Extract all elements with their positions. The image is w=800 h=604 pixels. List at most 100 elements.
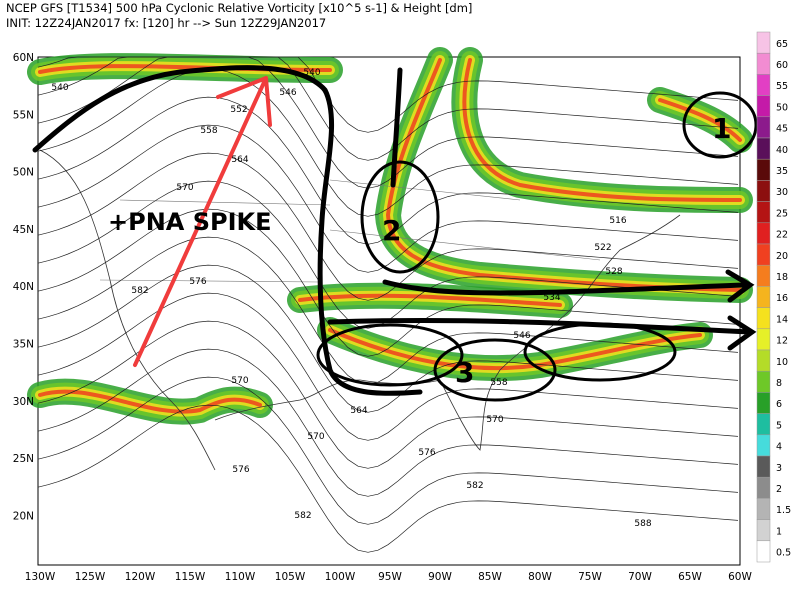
colorbar-swatch: [756, 328, 771, 351]
lon-label: 120W: [125, 571, 156, 583]
height-contours: [37, 56, 739, 553]
colorbar-swatch: [756, 137, 771, 160]
contour-label: 576: [418, 448, 435, 458]
arrow-lower: [327, 315, 757, 351]
colorbar-label: 20: [776, 251, 788, 262]
land-outline: [39, 149, 681, 471]
vorticity-band: [38, 389, 262, 414]
lon-label: 115W: [175, 571, 206, 583]
contour-labels: 540 546 552 558 564 570 576 582 540 516 522 528 534 5…: [51, 68, 651, 529]
mark-3: 3: [455, 356, 474, 389]
height-contour: [37, 56, 739, 161]
colorbar-swatch: [756, 222, 771, 245]
lat-label: 40N: [13, 281, 34, 293]
red-arrows: [133, 76, 272, 367]
vorticity-band: [298, 293, 562, 307]
colorbar-swatch: [756, 180, 771, 202]
colorbar-label: 45: [776, 124, 788, 135]
arrow-upper: [382, 269, 755, 303]
colorbar-label: 2: [776, 484, 782, 495]
height-contour: [37, 96, 739, 245]
colorbar-label: 25: [776, 208, 788, 219]
height-contour: [37, 348, 739, 497]
colorbar-swatch: [756, 52, 771, 75]
lon-label: 100W: [325, 571, 356, 583]
contour-label: 558: [200, 126, 217, 136]
height-contour: [37, 376, 739, 525]
lat-label: 45N: [13, 224, 34, 236]
colorbar-swatch: [756, 201, 771, 224]
colorbar-swatch: [756, 264, 771, 287]
lat-label: 30N: [13, 396, 34, 408]
lon-label: 105W: [275, 571, 306, 583]
mark-1: 1: [712, 112, 731, 145]
colorbar: 656055504540353025222018161412108654321.…: [756, 31, 791, 563]
colorbar-label: 50: [776, 102, 788, 113]
circle-3b: [433, 338, 557, 402]
lon-label: 130W: [25, 571, 56, 583]
lat-label: 50N: [13, 167, 34, 179]
pna-label: +PNA SPIKE: [108, 208, 272, 236]
coastline: [39, 149, 681, 471]
colorbar-swatch: [756, 307, 771, 330]
colorbar-swatch: [756, 349, 771, 372]
contour-label: 540: [51, 83, 68, 93]
lat-label: 35N: [13, 339, 34, 351]
lon-label: 85W: [478, 571, 502, 583]
contour-label: 576: [232, 465, 249, 475]
lat-label: 25N: [13, 453, 34, 465]
colorbar-swatch: [756, 95, 771, 118]
colorbar-swatch: [756, 498, 771, 520]
colorbar-swatch: [756, 31, 771, 54]
height-contour: [37, 292, 739, 441]
mark-2: 2: [382, 214, 401, 247]
colorbar-label: 60: [776, 60, 788, 71]
height-contour: [37, 124, 739, 273]
contour-label: 570: [231, 376, 248, 386]
header-init: INIT: 12Z24JAN2017 fx: [120] hr --> Sun …: [6, 16, 326, 30]
lon-label: 65W: [678, 571, 702, 583]
contour-label: 564: [231, 155, 248, 165]
contour-label: 570: [486, 415, 503, 425]
height-contour: [37, 152, 739, 301]
circle-3a: [316, 323, 464, 387]
vorticity-band: [658, 98, 742, 142]
contour-label: 522: [594, 243, 611, 253]
colorbar-swatch: [756, 392, 771, 414]
header-title: NCEP GFS [T1534] 500 hPa Cyclonic Relati…: [6, 1, 472, 15]
vorticity-band: [462, 58, 742, 202]
colorbar-label: 3: [776, 463, 782, 474]
contour-label: 546: [513, 331, 530, 341]
height-contour: [37, 404, 739, 553]
colorbar-label: 0.5: [776, 548, 791, 559]
colorbar-label: 14: [776, 314, 788, 325]
colorbar-label: 16: [776, 293, 788, 304]
colorbar-label: 1: [776, 526, 782, 537]
height-contour: [37, 56, 739, 189]
colorbar-swatch: [756, 116, 771, 139]
axis-labels: 60N 55N 50N 45N 40N 35N 30N 25N 20N 130W 125W 120W 1…: [13, 52, 753, 583]
colorbar-label: 30: [776, 187, 788, 198]
lon-label: 80W: [528, 571, 552, 583]
lon-label: 75W: [578, 571, 602, 583]
colorbar-swatch: [756, 519, 771, 542]
contour-label: 516: [609, 216, 626, 226]
lon-label: 125W: [75, 571, 106, 583]
height-contour: [37, 264, 739, 413]
contour-label: 588: [634, 519, 651, 529]
contour-label: 558: [490, 378, 507, 388]
colorbar-label: 40: [776, 145, 788, 156]
colorbar-label: 12: [776, 336, 788, 347]
colorbar-swatch: [756, 74, 771, 96]
colorbar-label: 6: [776, 399, 782, 410]
colorbar-label: 1.5: [776, 505, 791, 516]
vorticity-band: [328, 328, 702, 371]
colorbar-swatch: [756, 455, 771, 478]
lon-label: 90W: [428, 571, 452, 583]
colorbar-label: 10: [776, 357, 788, 368]
colorbar-label: 5: [776, 420, 782, 431]
height-contour: [37, 320, 739, 469]
colorbar-label: 55: [776, 81, 788, 92]
contour-label: 534: [543, 293, 560, 303]
